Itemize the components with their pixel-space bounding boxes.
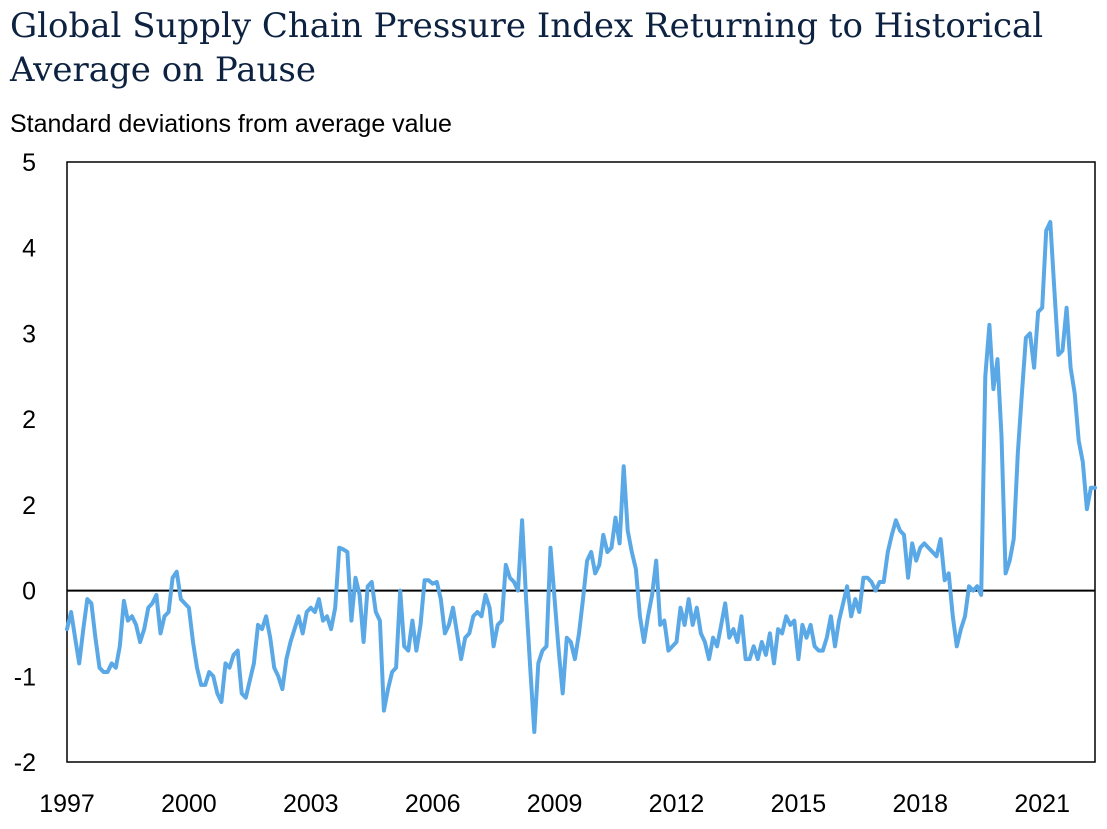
y-tick-label: 4 [22, 235, 36, 263]
chart-title: Global Supply Chain Pressure Index Retur… [10, 6, 1044, 90]
y-tick-label: 5 [22, 149, 36, 177]
y-tick-label: 3 [22, 320, 36, 348]
x-tick-label: 1997 [39, 790, 95, 818]
chart-subtitle: Standard deviations from average value [10, 110, 452, 138]
series-line [65, 220, 1097, 734]
x-tick-label: 2021 [1014, 790, 1070, 818]
x-tick-label: 2006 [405, 790, 461, 818]
x-tick-label: 2000 [161, 790, 217, 818]
y-tick-label: -1 [14, 663, 36, 691]
y-tick-label: 2 [22, 406, 36, 434]
y-tick-label: 0 [22, 578, 36, 606]
x-tick-label: 2012 [649, 790, 705, 818]
x-tick-label: 2018 [892, 790, 948, 818]
plot-area-frame [66, 161, 1096, 763]
y-tick-label: -2 [14, 749, 36, 777]
y-tick-label: 2 [22, 492, 36, 520]
x-tick-label: 2003 [283, 790, 339, 818]
x-tick-label: 2015 [771, 790, 827, 818]
x-tick-label: 2009 [527, 790, 583, 818]
